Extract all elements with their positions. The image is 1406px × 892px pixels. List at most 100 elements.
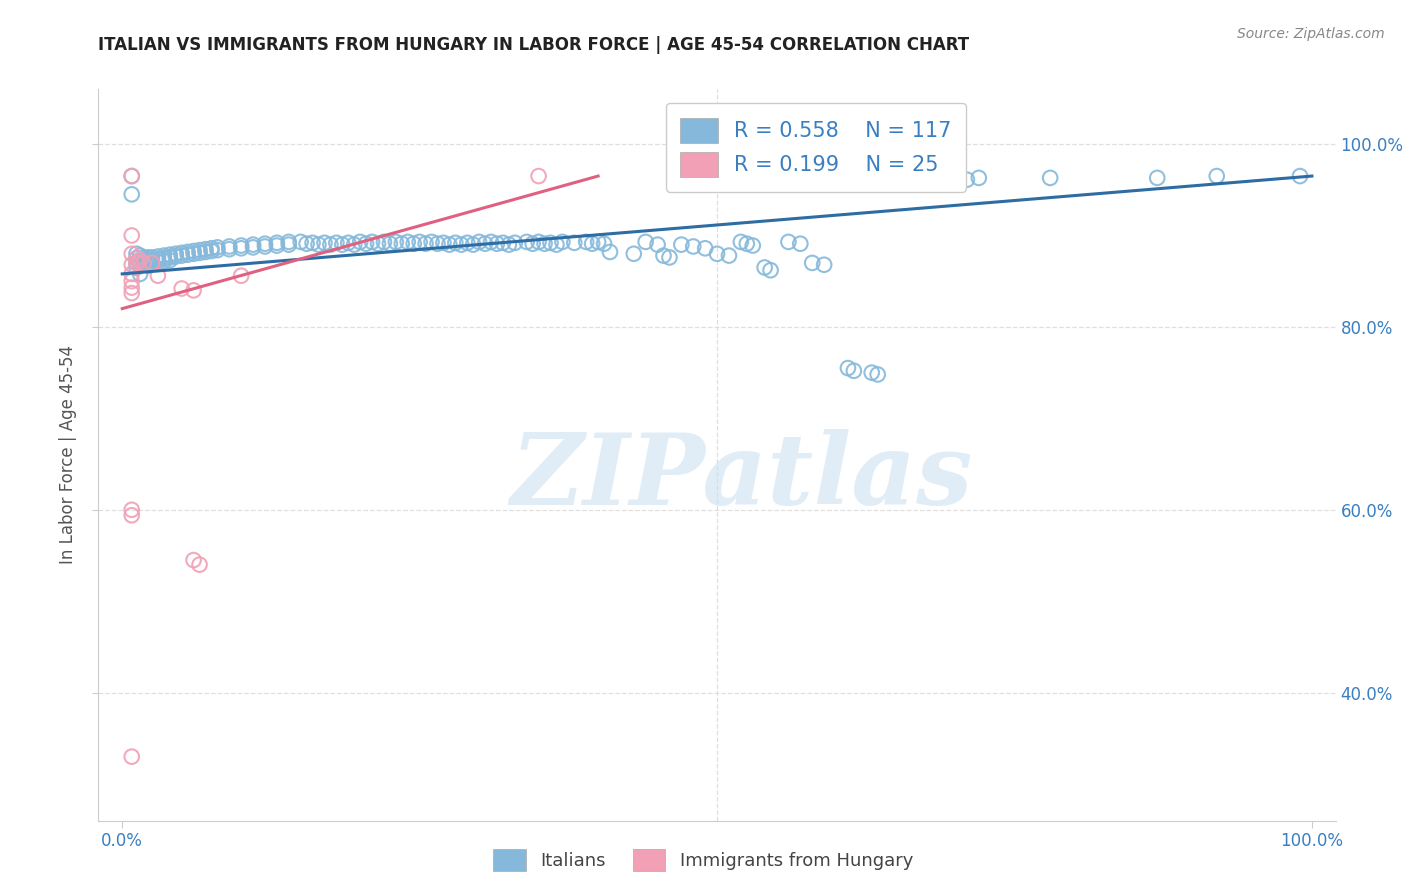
Point <box>527 169 550 183</box>
Point <box>121 267 143 281</box>
Point <box>522 236 544 251</box>
Point <box>153 249 176 263</box>
Point <box>391 236 413 251</box>
Point <box>231 238 253 252</box>
Point <box>432 235 454 250</box>
Point <box>759 263 782 277</box>
Point <box>132 251 155 265</box>
Point <box>439 237 461 252</box>
Point <box>170 281 193 295</box>
Point <box>658 251 681 265</box>
Point <box>170 249 193 263</box>
Point <box>153 252 176 266</box>
Point <box>129 253 152 268</box>
Point <box>266 235 288 250</box>
Point <box>125 256 148 270</box>
Point <box>735 236 758 251</box>
Point <box>121 508 143 523</box>
Legend: R = 0.558    N = 117, R = 0.199    N = 25: R = 0.558 N = 117, R = 0.199 N = 25 <box>665 103 966 192</box>
Point <box>623 247 645 261</box>
Point <box>349 235 371 249</box>
Point <box>218 239 240 253</box>
Point <box>730 235 752 249</box>
Point <box>415 236 437 251</box>
Point <box>188 245 211 260</box>
Point <box>706 247 728 261</box>
Point <box>450 237 472 252</box>
Point <box>325 235 347 250</box>
Text: ITALIAN VS IMMIGRANTS FROM HUNGARY IN LABOR FORCE | AGE 45-54 CORRELATION CHART: ITALIAN VS IMMIGRANTS FROM HUNGARY IN LA… <box>98 36 970 54</box>
Point <box>402 236 425 251</box>
Point <box>754 260 776 275</box>
Point <box>378 236 401 251</box>
Point <box>132 254 155 268</box>
Point <box>200 244 222 258</box>
Point <box>956 172 979 186</box>
Point <box>231 268 253 283</box>
Point <box>943 170 966 185</box>
Point <box>671 237 693 252</box>
Point <box>138 251 160 265</box>
Point <box>498 237 520 252</box>
Point <box>218 242 240 256</box>
Point <box>138 253 160 268</box>
Point <box>121 169 143 183</box>
Point <box>551 235 574 249</box>
Point <box>586 235 609 249</box>
Point <box>125 247 148 261</box>
Point <box>533 236 555 251</box>
Point <box>159 251 181 265</box>
Point <box>319 237 342 252</box>
Point <box>176 244 198 259</box>
Text: ZIPatlas: ZIPatlas <box>510 429 973 525</box>
Point <box>842 364 865 378</box>
Point <box>129 267 152 281</box>
Point <box>527 235 550 249</box>
Point <box>129 258 152 272</box>
Point <box>967 170 990 185</box>
Point <box>463 237 485 252</box>
Point <box>308 237 330 252</box>
Point <box>242 240 264 254</box>
Point <box>474 236 496 251</box>
Point <box>159 248 181 262</box>
Point <box>153 254 176 268</box>
Point <box>121 169 143 183</box>
Point <box>146 255 169 269</box>
Point <box>194 242 217 256</box>
Point <box>165 250 187 264</box>
Point <box>562 235 585 250</box>
Point <box>426 236 449 251</box>
Point <box>860 366 883 380</box>
Point <box>121 749 143 764</box>
Point <box>253 239 276 253</box>
Y-axis label: In Labor Force | Age 45-54: In Labor Force | Age 45-54 <box>59 345 77 565</box>
Point <box>367 236 389 251</box>
Point <box>778 235 800 249</box>
Point <box>141 256 163 270</box>
Legend: Italians, Immigrants from Hungary: Italians, Immigrants from Hungary <box>486 842 920 879</box>
Point <box>314 235 336 250</box>
Point <box>599 244 621 259</box>
Point <box>207 240 229 254</box>
Point <box>207 243 229 257</box>
Point <box>503 235 526 250</box>
Point <box>146 268 169 283</box>
Point <box>266 238 288 252</box>
Point <box>277 237 299 252</box>
Point <box>695 241 717 255</box>
Point <box>1205 169 1227 183</box>
Point <box>301 235 323 250</box>
Point <box>813 258 835 272</box>
Point <box>717 249 740 263</box>
Point <box>1039 170 1062 185</box>
Point <box>468 235 491 249</box>
Point <box>456 235 478 250</box>
Point <box>1146 170 1168 185</box>
Point <box>343 237 366 252</box>
Point <box>789 236 811 251</box>
Point <box>231 241 253 255</box>
Point <box>146 252 169 267</box>
Point <box>141 256 163 270</box>
Point <box>485 236 508 251</box>
